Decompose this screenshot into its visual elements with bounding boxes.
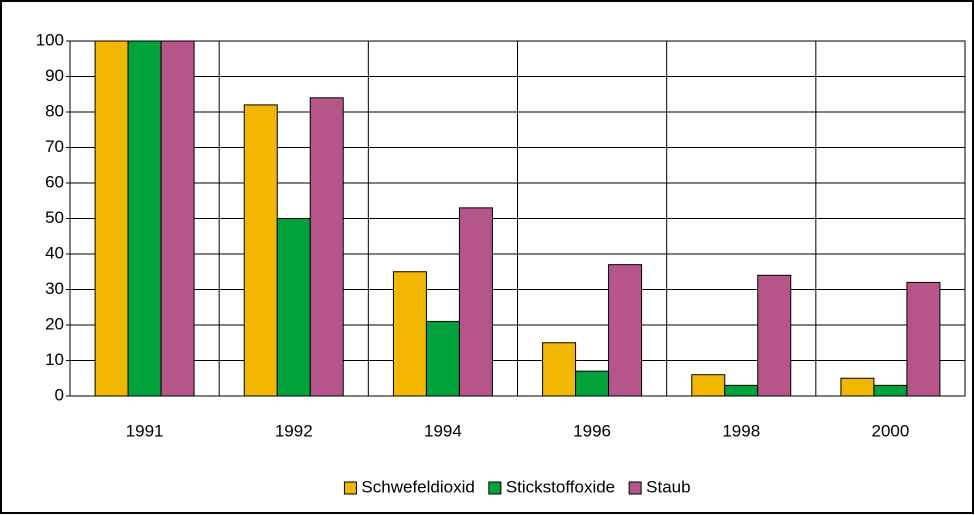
bar — [160, 40, 195, 397]
legend-swatch — [488, 481, 502, 495]
bar — [840, 377, 875, 397]
x-tick-label: 1991 — [126, 421, 164, 440]
legend-label: Staub — [646, 477, 690, 496]
y-tick-label: 10 — [45, 350, 64, 369]
y-tick-label: 60 — [45, 172, 64, 191]
bar — [276, 218, 311, 397]
y-tick-label: 20 — [45, 314, 64, 333]
y-tick-label: 70 — [45, 137, 64, 156]
bar — [127, 40, 162, 397]
bar — [458, 207, 493, 397]
bar — [243, 104, 278, 397]
y-tick-label: 100 — [36, 30, 64, 49]
y-tick-label: 40 — [45, 243, 64, 262]
x-tick-label: 1998 — [722, 421, 760, 440]
x-tick-label: 1992 — [275, 421, 313, 440]
bar — [906, 281, 941, 397]
bar — [873, 384, 908, 397]
bar — [309, 97, 344, 397]
bar — [425, 320, 460, 397]
legend-swatch — [343, 481, 357, 495]
bar — [94, 40, 129, 397]
x-tick-label: 1996 — [573, 421, 611, 440]
x-tick-label: 1994 — [424, 421, 462, 440]
legend: Schwefeldioxid Stickstoffoxide Staub — [343, 477, 691, 496]
bar — [392, 271, 427, 397]
bar — [542, 342, 577, 397]
bar — [575, 370, 610, 397]
bar — [757, 274, 792, 397]
y-tick-label: 80 — [45, 101, 64, 120]
bar — [724, 384, 759, 397]
legend-label: Stickstoffoxide — [506, 477, 615, 496]
x-tick-label: 2000 — [872, 421, 910, 440]
y-tick-label: 0 — [55, 385, 64, 404]
legend-label: Schwefeldioxid — [361, 477, 474, 496]
bar — [691, 374, 726, 397]
y-tick-label: 50 — [45, 208, 64, 227]
y-tick-label: 30 — [45, 279, 64, 298]
legend-swatch — [628, 481, 642, 495]
y-tick-label: 90 — [45, 66, 64, 85]
bar — [608, 264, 643, 397]
